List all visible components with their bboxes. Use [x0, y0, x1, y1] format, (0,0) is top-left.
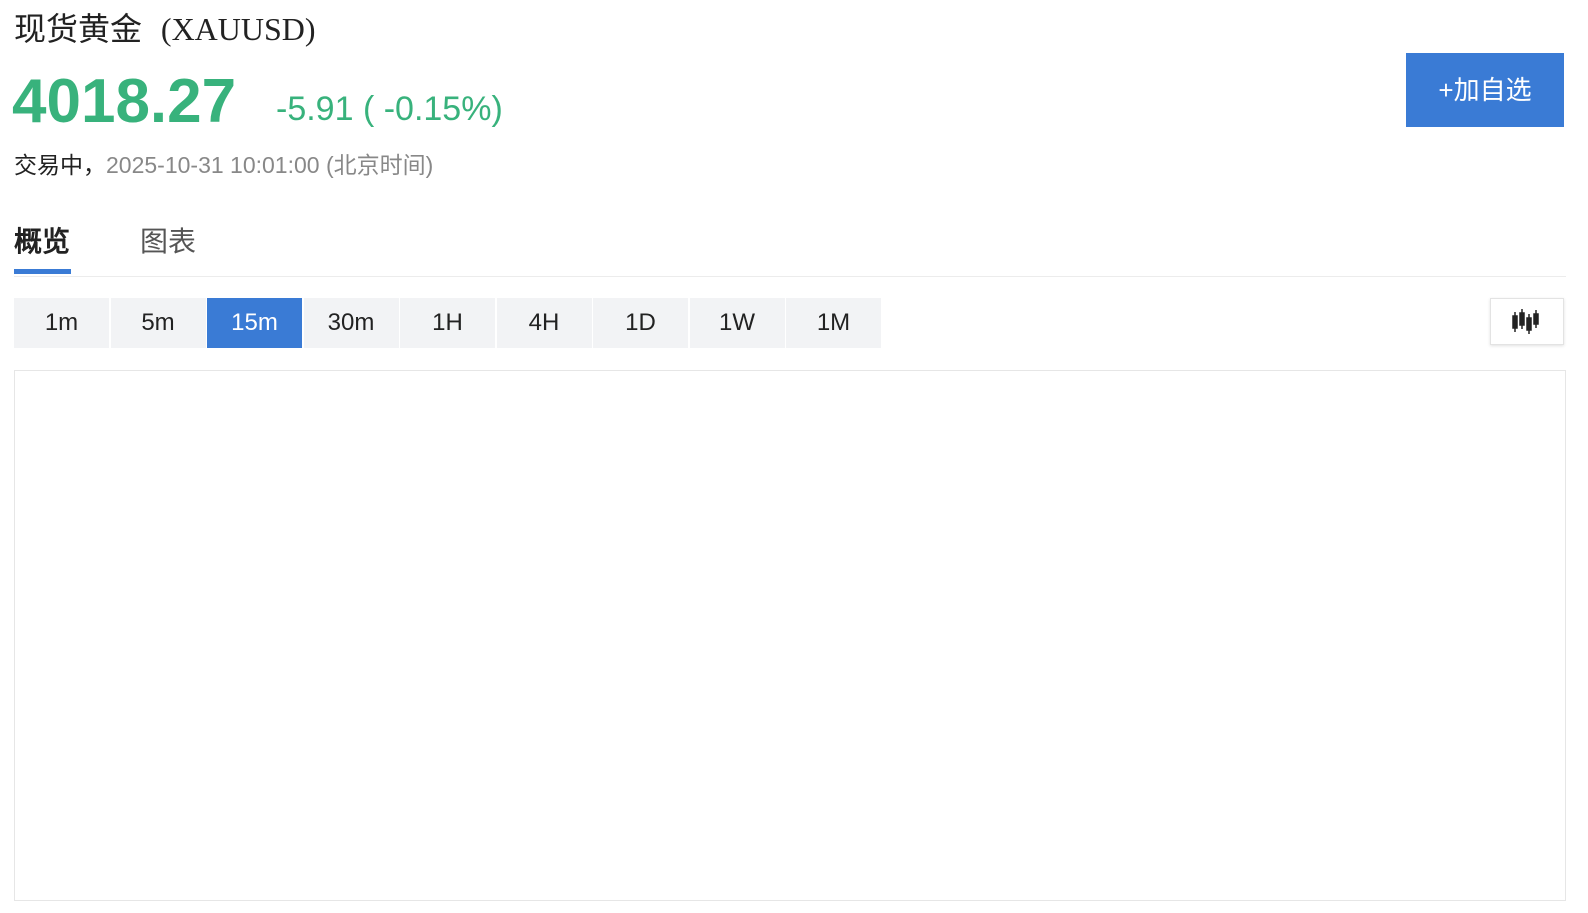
- tab-underline: [14, 269, 71, 274]
- interval-button[interactable]: 1M: [786, 298, 881, 348]
- title: 现货黄金 (XAUUSD): [14, 4, 316, 50]
- status: 交易中，: [14, 152, 106, 178]
- watch-button[interactable]: +加自选: [1406, 53, 1564, 127]
- interval-button[interactable]: 30m: [303, 298, 399, 348]
- chart-type-button[interactable]: [1490, 298, 1564, 345]
- status-line: 交易中，2025-10-31 10:01:00 (北京时间): [14, 146, 433, 180]
- symbol: (XAUUSD): [160, 11, 316, 47]
- price: 4018.27: [12, 67, 237, 136]
- interval-button[interactable]: 4H: [496, 298, 592, 348]
- interval-button[interactable]: 5m: [110, 298, 206, 348]
- datetime: 2025-10-31 10:01:00: [106, 152, 320, 178]
- instrument-name: 现货黄金: [14, 11, 143, 47]
- tab[interactable]: 图表: [140, 226, 197, 257]
- change-value: -5.91: [276, 90, 354, 128]
- divider: [14, 276, 1566, 277]
- change-percent: ( -0.15%): [362, 90, 503, 128]
- change: -5.91 ( -0.15%): [276, 90, 503, 129]
- interval-button[interactable]: 1H: [400, 298, 495, 348]
- candlestick-icon: [1512, 309, 1539, 334]
- interval-button[interactable]: 1m: [14, 298, 109, 348]
- timezone: (北京时间): [325, 152, 434, 178]
- interval-button[interactable]: 15m: [207, 298, 302, 348]
- interval-button[interactable]: 1W: [689, 298, 785, 348]
- chart-frame: [14, 370, 1566, 901]
- tab[interactable]: 概览: [14, 226, 71, 257]
- interval-button[interactable]: 1D: [593, 298, 688, 348]
